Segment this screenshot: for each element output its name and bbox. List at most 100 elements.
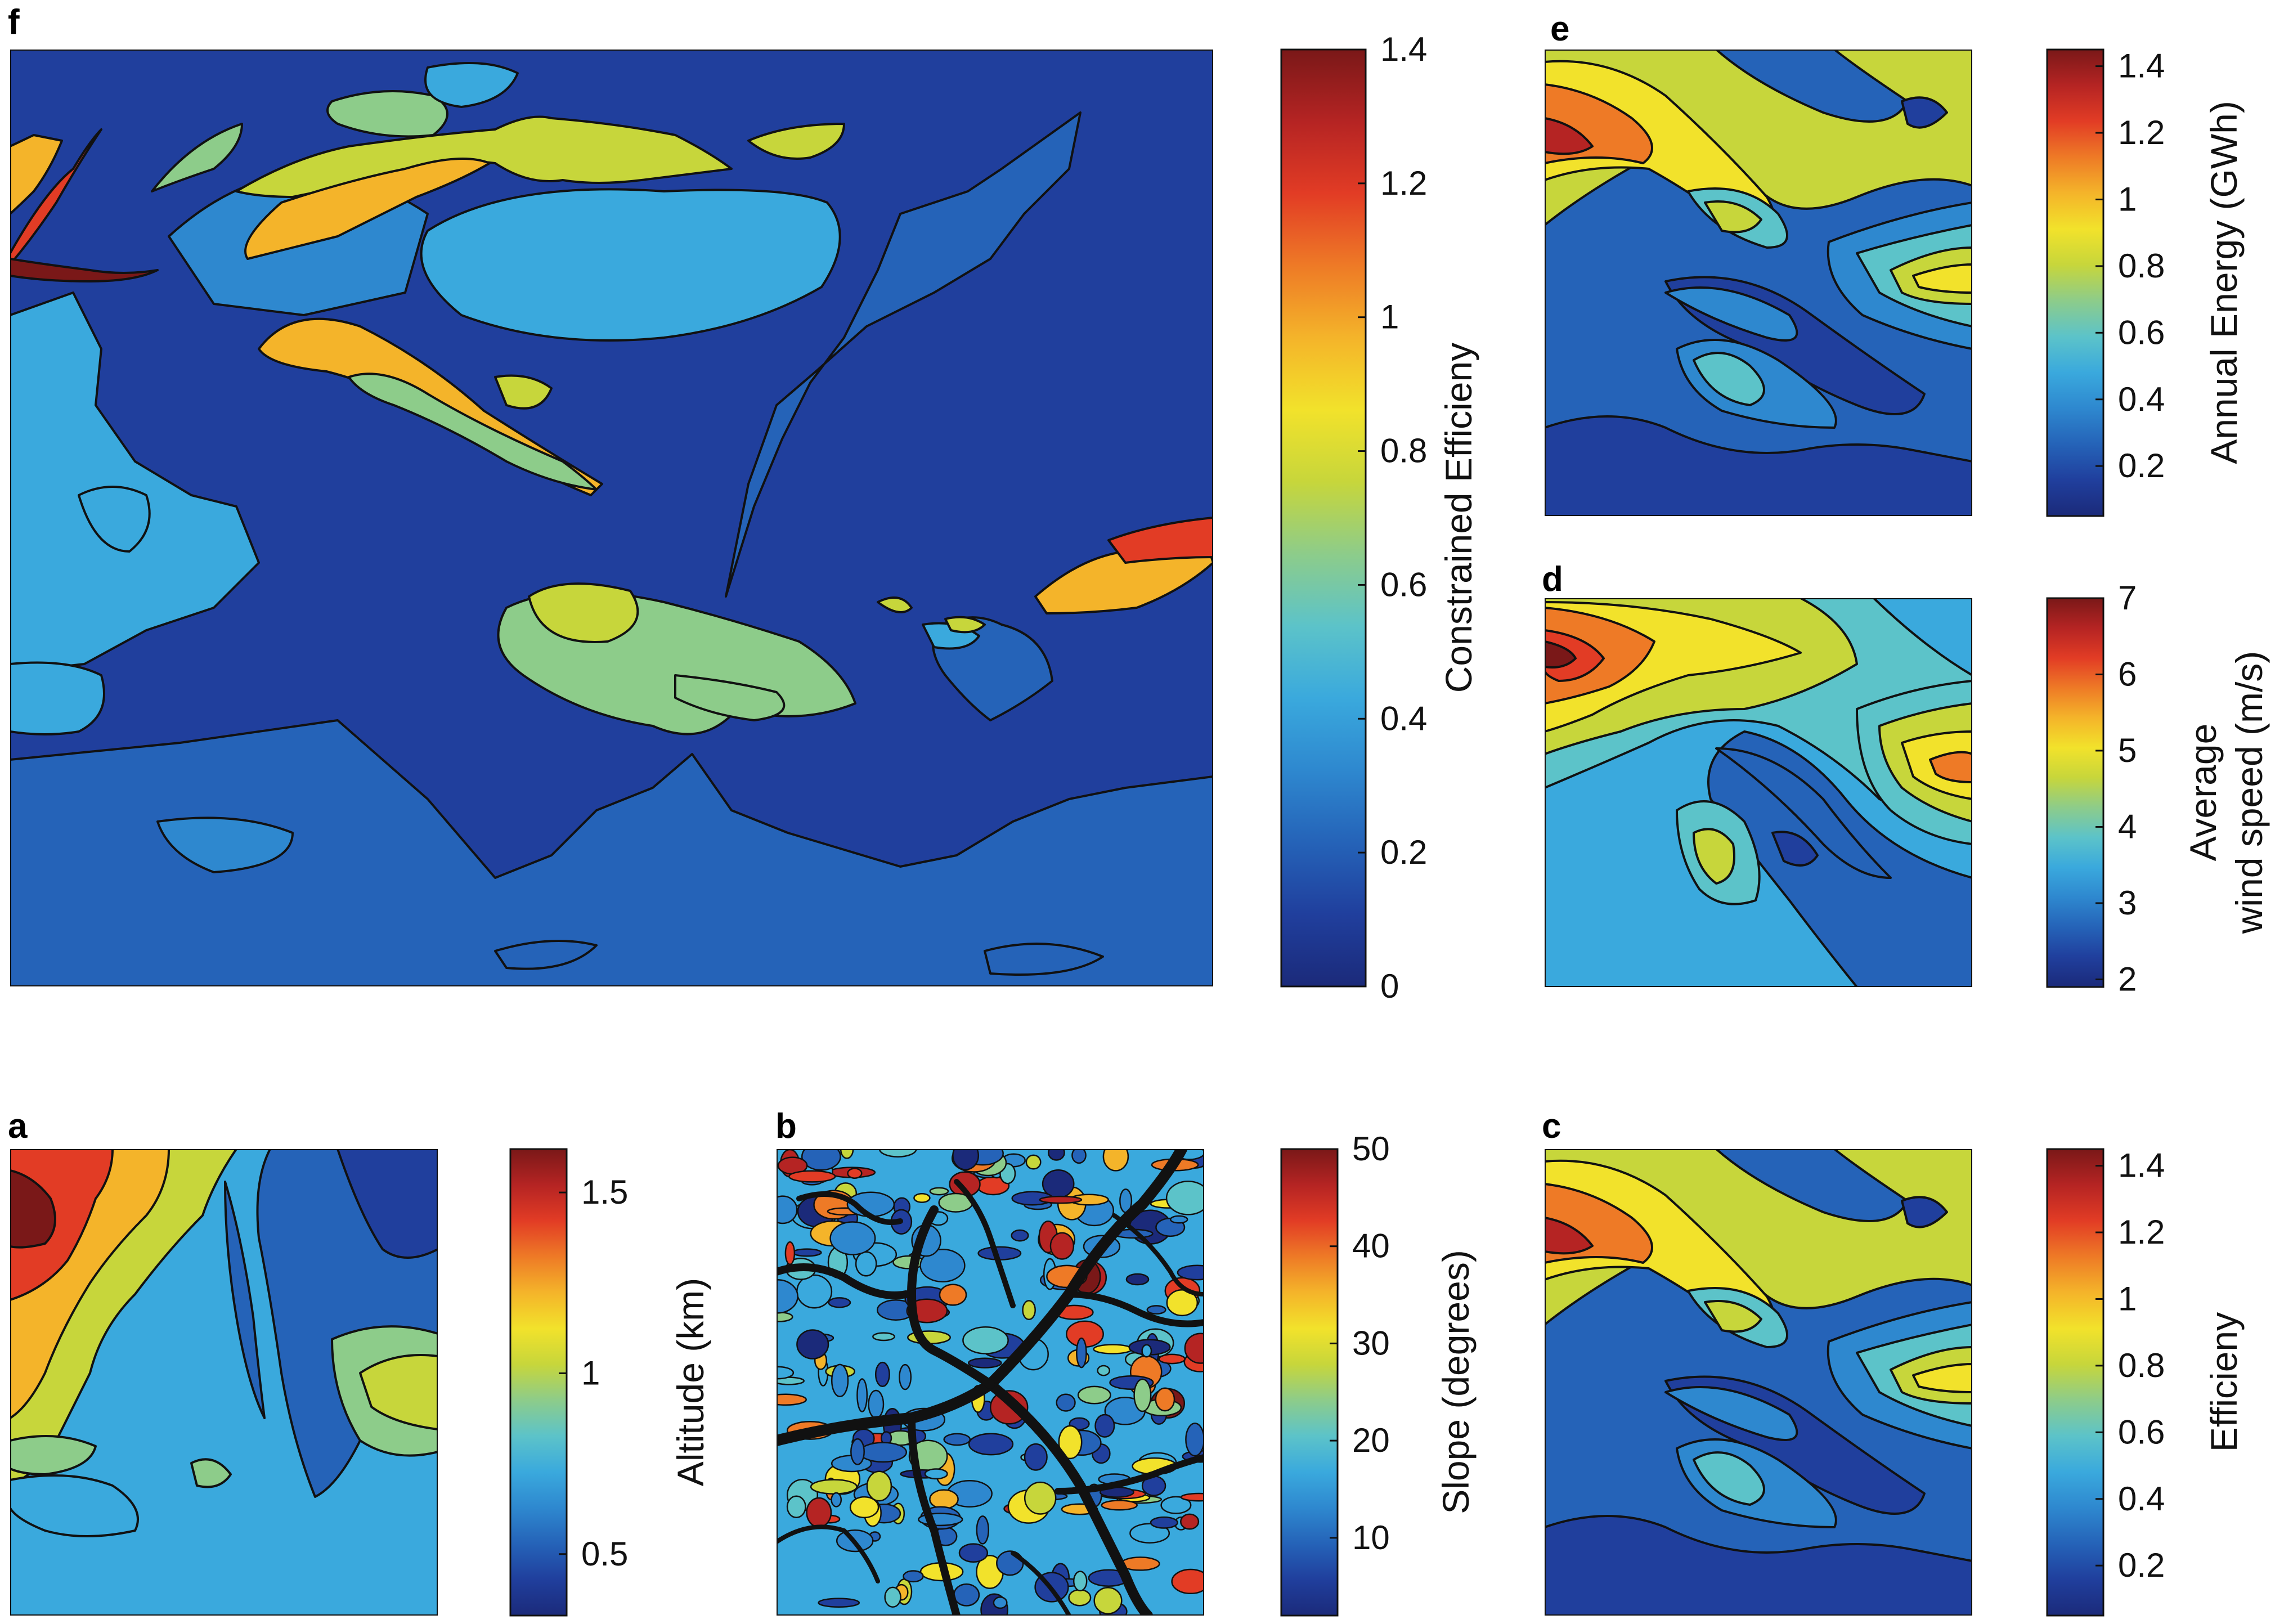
map-b-patch xyxy=(1133,1378,1152,1412)
map-a-region xyxy=(359,1354,438,1430)
map-b-patch xyxy=(1102,1149,1129,1172)
map-a xyxy=(10,1149,438,1616)
map-b-ridge-line xyxy=(777,1149,1187,1446)
map-b-patch xyxy=(884,1586,901,1608)
panel-label-a: a xyxy=(8,1107,28,1146)
map-b-ridge-line xyxy=(777,1524,880,1583)
map-b-patch xyxy=(1155,1387,1175,1412)
map-b-patch xyxy=(1177,1264,1204,1281)
colorbar-d-title-line1: Average xyxy=(2182,724,2224,862)
colorbar-e-tick-label: 0.8 xyxy=(2118,247,2165,285)
map-a-region xyxy=(224,1181,266,1419)
map-b-patch xyxy=(831,1363,849,1397)
map-b-patch xyxy=(1180,1513,1200,1530)
map-b-patch xyxy=(953,1583,980,1607)
colorbar-c-tick-label: 0.4 xyxy=(2118,1480,2165,1518)
colorbar-f-title: Constrained Efficieny xyxy=(1438,343,1479,693)
map-f-region xyxy=(747,123,845,160)
colorbar-d: 2 3 4 5 6 7 Average wind speed (m/s) xyxy=(2046,579,2270,998)
colorbar-e-title: Annual Energy (GWh) xyxy=(2203,101,2245,464)
map-b-patch xyxy=(1166,1289,1199,1317)
map-b-patch xyxy=(958,1543,989,1563)
map-b-patch xyxy=(1184,1333,1204,1364)
colorbar-e-tick-label: 1.2 xyxy=(2118,114,2165,151)
colorbar-a-bar xyxy=(509,1148,568,1617)
map-f-region xyxy=(674,674,786,721)
map-b-ridge-line xyxy=(1066,1291,1204,1327)
colorbar-c-bar xyxy=(2046,1148,2104,1617)
map-b-patch xyxy=(866,1470,892,1502)
map-c-region xyxy=(1693,1451,1765,1506)
map-d-region xyxy=(1771,831,1819,867)
map-b-patch xyxy=(1039,1195,1083,1204)
map-b-patch xyxy=(777,1366,795,1380)
map-f-region xyxy=(348,373,598,491)
map-a-region xyxy=(336,1149,438,1259)
map-b-patch xyxy=(828,1297,851,1308)
map-b-patch xyxy=(919,1248,966,1283)
map-c-region xyxy=(1901,1196,1948,1228)
colorbar-a-tick-label: 1.5 xyxy=(581,1173,628,1211)
colorbar-a-title: Altitude (km) xyxy=(670,1278,711,1486)
map-b-ridge-line xyxy=(908,1414,961,1616)
map-f-region xyxy=(326,90,448,138)
map-f-region xyxy=(10,128,102,266)
map-b-patch xyxy=(777,1195,798,1224)
map-f-region xyxy=(877,596,913,613)
map-b-patch xyxy=(929,1187,949,1196)
colorbar-b-tick-label: 20 xyxy=(1352,1421,1390,1459)
map-f xyxy=(10,50,1213,986)
colorbar-f-bar xyxy=(1280,48,1367,988)
map-b-patch xyxy=(913,1192,931,1203)
colorbar-d-tick-label: 5 xyxy=(2118,732,2137,769)
colorbar-e-tick-label: 0.4 xyxy=(2118,380,2165,418)
map-b-patch xyxy=(903,1570,924,1583)
map-b-patch xyxy=(810,1479,858,1495)
map-b-ridge-line xyxy=(1112,1213,1204,1296)
colorbar-b-title: Slope (degrees) xyxy=(1435,1250,1477,1514)
panel-d: d 2 3 4 5 6 7 xyxy=(1542,560,2270,998)
map-d xyxy=(1545,598,1972,987)
map-c-region xyxy=(1664,1386,1798,1441)
colorbar-e-tick-label: 1 xyxy=(2118,180,2137,218)
map-e xyxy=(1545,50,1972,516)
map-b-ridge-line xyxy=(1011,1551,1071,1616)
map-b xyxy=(777,1149,1204,1616)
colorbar-c-tick-label: 1 xyxy=(2118,1280,2137,1317)
colorbar-c-tick-label: 1.2 xyxy=(2118,1213,2165,1251)
map-b-ridge-line xyxy=(985,1379,1153,1616)
map-b-patch xyxy=(874,1361,890,1387)
colorbar-d-tick-label: 2 xyxy=(2118,960,2137,998)
map-b-patch xyxy=(899,1363,912,1390)
map-b-patch xyxy=(1056,1393,1076,1412)
map-d-region xyxy=(1545,640,1577,669)
colorbar-a-tick-label: 1 xyxy=(581,1354,600,1392)
map-b-patch xyxy=(796,1329,829,1360)
colorbar-f-tick-label: 1.2 xyxy=(1380,164,1427,202)
colorbar-b-tick-label: 50 xyxy=(1352,1130,1390,1168)
map-b-patch xyxy=(777,1311,793,1322)
panel-e: e xyxy=(1545,10,2245,517)
colorbar-e-tick-label: 0.2 xyxy=(2118,447,2165,484)
map-f-region xyxy=(151,123,243,192)
map-b-patch xyxy=(1180,1492,1204,1502)
map-b-patch xyxy=(859,1442,908,1463)
map-b-patch xyxy=(831,1492,842,1508)
colorbar-e-tick-label: 1.4 xyxy=(2118,47,2165,85)
map-b-patch xyxy=(929,1489,959,1510)
panel-label-e: e xyxy=(1550,10,1569,48)
map-a-region xyxy=(10,1474,139,1537)
map-b-patch xyxy=(777,1393,807,1406)
map-c-region xyxy=(1912,1363,1972,1393)
map-b-patch xyxy=(996,1550,1024,1576)
map-b-patch xyxy=(1093,1344,1133,1354)
map-b-patch xyxy=(1097,1365,1111,1376)
map-b-patch xyxy=(939,1284,967,1306)
colorbar-b: 10 20 30 40 50 Slope (degrees) xyxy=(1280,1130,1477,1617)
map-b-patch xyxy=(847,1168,863,1179)
map-a-region xyxy=(10,1169,56,1249)
map-b-patch xyxy=(924,1468,948,1480)
colorbar-a: 0.5 1 1.5 Altitude (km) xyxy=(509,1148,711,1617)
colorbar-b-tick-label: 10 xyxy=(1352,1519,1390,1556)
